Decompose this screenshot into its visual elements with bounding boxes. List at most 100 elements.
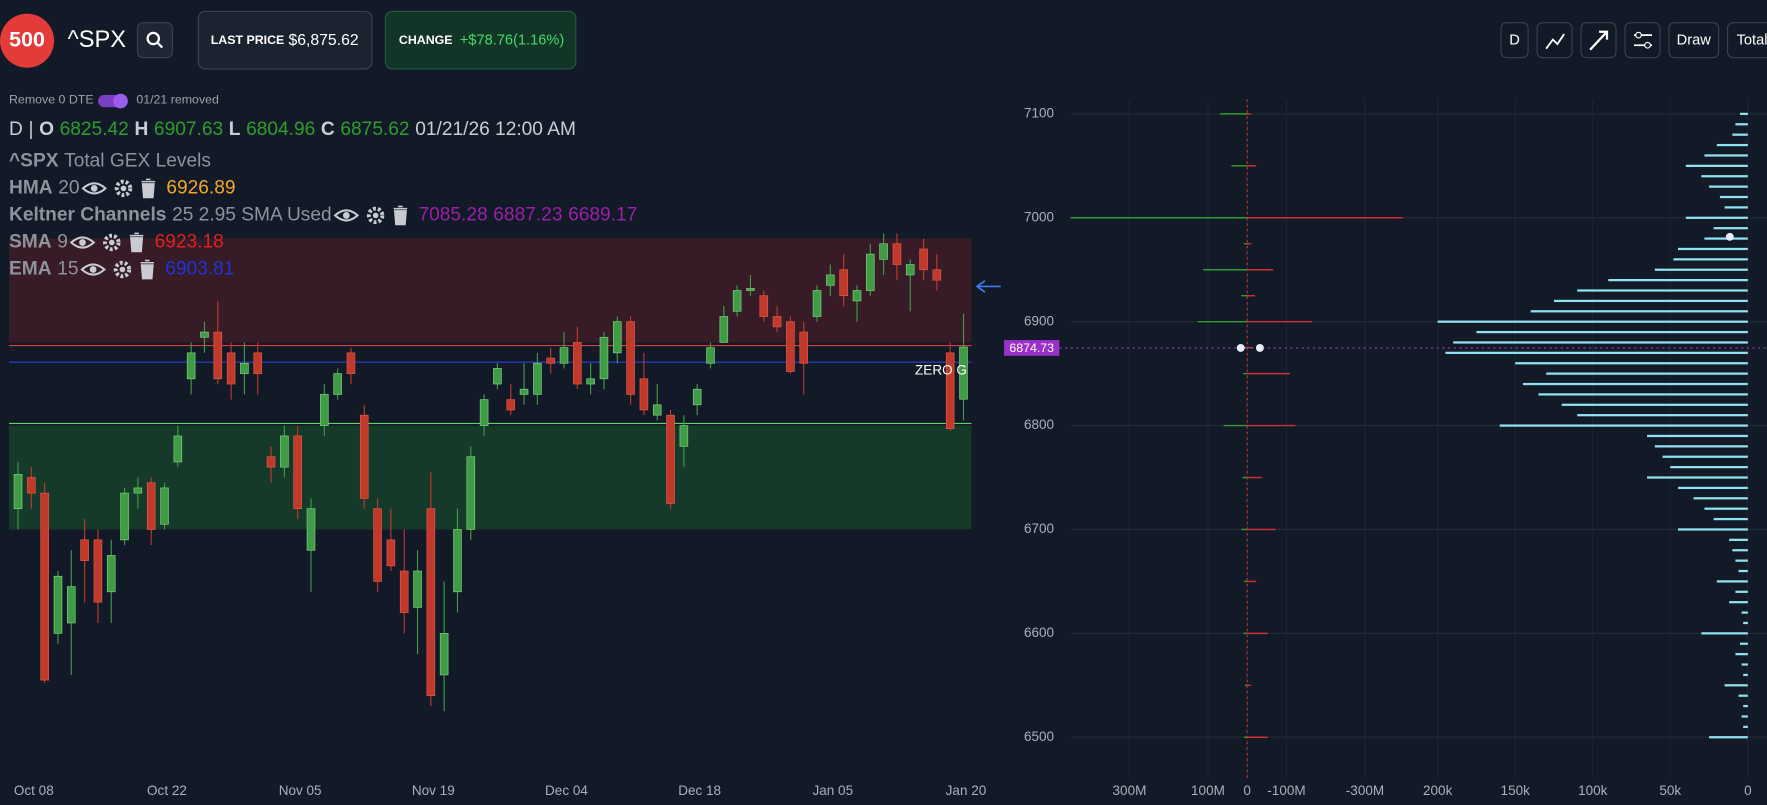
candle-body (386, 539, 396, 567)
gear-icon[interactable] (366, 206, 385, 225)
search-button[interactable] (136, 22, 173, 59)
gex-bar (1515, 362, 1748, 365)
candle-body (479, 399, 489, 426)
logo[interactable] (0, 13, 55, 68)
candle-body (53, 575, 63, 634)
gear-icon[interactable] (114, 179, 133, 198)
indicator-value: 7085.28 (418, 204, 487, 225)
candle-body (573, 342, 582, 385)
candle-body (306, 508, 316, 551)
candle-body (93, 539, 103, 603)
candle-body (626, 321, 635, 395)
candle-body (652, 404, 662, 416)
legend-text: | (28, 119, 33, 140)
gex-bar (1673, 258, 1748, 261)
legend-text: 6875.62 (340, 119, 409, 140)
gex-bar (1553, 299, 1748, 303)
gex-bar (1724, 684, 1748, 687)
indicators-button[interactable] (1536, 22, 1573, 59)
legend-row: HMA 20 (9, 177, 80, 198)
draw-button[interactable] (1668, 22, 1720, 59)
gex-bar (1743, 673, 1748, 677)
candle-body (426, 508, 436, 697)
candle-body (519, 388, 529, 395)
x-tick-label: 300M (1113, 783, 1147, 798)
gex-bar (1530, 310, 1748, 313)
candle-body (399, 570, 409, 613)
trash-icon[interactable] (140, 259, 154, 280)
candle-body (546, 357, 555, 364)
gex-bar (1732, 133, 1748, 136)
candle-body (266, 456, 276, 468)
x-tick-label: Oct 22 (147, 783, 187, 798)
settings-button[interactable] (1624, 22, 1661, 59)
legend-text: SMA (9, 232, 52, 253)
candle-body (200, 331, 209, 338)
candle-body (679, 425, 689, 447)
indicator-value: 6887.23 (493, 204, 562, 225)
candle-body (905, 264, 915, 276)
candle-body (919, 248, 928, 271)
legend-row: D | O 6825.42 H 6907.63 L 6804.96 C 6875.62 01/21/… (9, 119, 576, 140)
last-price: $6,875.62 (288, 32, 358, 49)
trash-icon[interactable] (129, 232, 144, 253)
gex-bar (1735, 653, 1748, 656)
last-price-box (197, 10, 373, 70)
marker-dot (1725, 232, 1734, 241)
gex-bar (1738, 694, 1748, 697)
trash-icon[interactable] (141, 178, 156, 199)
gex-bar (1740, 112, 1748, 116)
x-tick-label: 150k (1501, 783, 1531, 798)
candle-body (706, 347, 715, 364)
gex-bar (1743, 621, 1748, 625)
eye-icon[interactable] (333, 209, 360, 222)
eye-pupil (79, 239, 86, 246)
candle-body (213, 331, 223, 380)
x-tick-label: 50k (1659, 783, 1681, 798)
legend-text: H (134, 119, 148, 140)
gex-bar (1693, 497, 1748, 500)
gear-icon[interactable] (113, 260, 132, 279)
eye-pupil (342, 212, 350, 219)
interval-button[interactable] (1500, 22, 1529, 59)
gex-bar (1741, 715, 1748, 718)
candle-body (453, 529, 462, 593)
gex-bar (1713, 227, 1748, 230)
eye-icon[interactable] (69, 236, 96, 249)
indicator-value: 6903.81 (165, 259, 234, 280)
legend-text: L (229, 119, 241, 140)
gex-bar (1476, 330, 1748, 334)
gex-bar (1701, 632, 1748, 635)
y-tick-label: 7100 (1024, 105, 1054, 120)
x-tick-label: Nov 19 (412, 783, 455, 798)
gear-hub (119, 266, 126, 273)
candle-body (586, 378, 595, 385)
view-button[interactable] (1726, 22, 1767, 59)
gex-bar (1704, 237, 1748, 240)
eye-icon[interactable] (81, 182, 107, 195)
trend-button[interactable] (1580, 22, 1617, 59)
gex-bar (1577, 414, 1748, 417)
marker-dot (1236, 343, 1245, 352)
gex-bar (1685, 216, 1748, 219)
candle-body (506, 399, 516, 411)
toggle[interactable] (98, 93, 128, 109)
candle-body (639, 378, 649, 411)
candle-body (692, 388, 702, 406)
candle-body (786, 321, 795, 372)
last-price-label: LAST PRICE (211, 33, 285, 47)
candle-body (67, 586, 76, 624)
indicator-icons (80, 259, 154, 280)
last-price-text: 6874.73 (1009, 341, 1054, 355)
candle-body (866, 253, 875, 291)
legend-row: Keltner Channels 25 2.95 SMA Used (9, 204, 332, 225)
legend-row: SMA 9 (9, 232, 68, 253)
candle-body (932, 269, 942, 281)
trash-icon[interactable] (393, 205, 408, 226)
eye-icon[interactable] (80, 263, 106, 276)
gex-bar (1608, 279, 1748, 282)
gex-bar (1546, 372, 1748, 375)
gear-icon[interactable] (103, 233, 121, 252)
gex-bar (1701, 175, 1748, 178)
